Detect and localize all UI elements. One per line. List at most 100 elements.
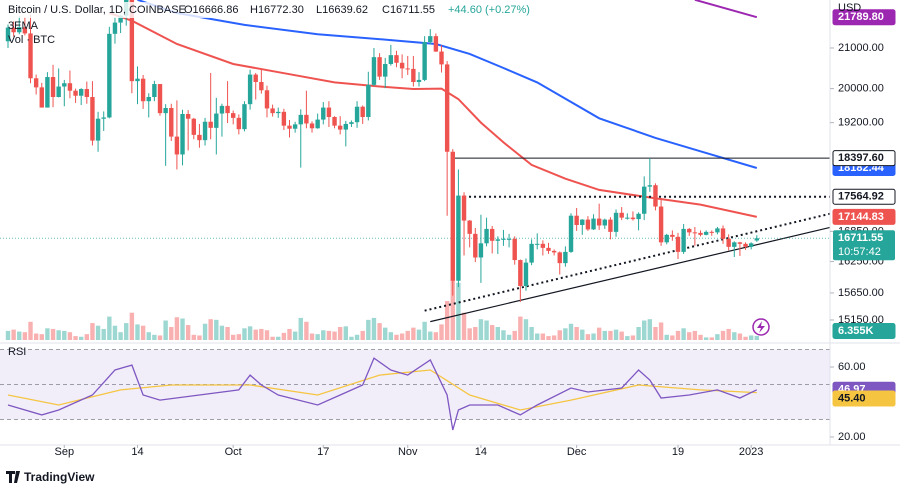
volume-bar xyxy=(737,333,743,340)
y-tick-label: 15150.00 xyxy=(838,314,884,326)
volume-bar xyxy=(264,330,270,340)
candle-body xyxy=(140,78,146,102)
volume-bar xyxy=(174,317,180,340)
candle-body xyxy=(428,36,433,43)
volume-bar xyxy=(135,324,140,340)
volume-bar xyxy=(461,312,467,340)
candle-body xyxy=(309,123,315,129)
volume-bar xyxy=(399,333,405,340)
candle-body xyxy=(692,232,698,234)
candle-body xyxy=(743,243,748,247)
candle-body xyxy=(489,228,495,241)
volume-bar xyxy=(754,335,760,340)
volume-bar xyxy=(242,328,247,340)
volume-bar xyxy=(664,334,669,340)
volume-bar xyxy=(146,332,151,340)
candle-body xyxy=(270,108,275,114)
low: L16639.62 xyxy=(316,4,368,16)
x-tick-label: 14 xyxy=(131,446,143,458)
volume-bar xyxy=(315,334,320,340)
candle-body xyxy=(439,51,444,65)
candle-body xyxy=(343,123,349,130)
volume-bar xyxy=(748,335,754,340)
volume-bar xyxy=(129,312,135,340)
candle-body xyxy=(5,27,11,42)
volume-bar xyxy=(185,325,191,340)
brand-name: TradingView xyxy=(24,470,95,484)
volume-bar xyxy=(439,324,444,340)
candle-body xyxy=(737,242,743,244)
candle-body xyxy=(163,108,168,114)
price-tag-label: 21789.80 xyxy=(838,11,884,23)
volume-bar xyxy=(698,334,703,340)
volume-bar xyxy=(84,334,90,340)
volume-bar xyxy=(535,333,540,340)
candle-body xyxy=(591,218,596,230)
candle-body xyxy=(563,251,568,264)
candle-body xyxy=(169,108,174,137)
candle-body xyxy=(33,78,39,88)
x-tick-label: 17 xyxy=(317,446,329,458)
volume-bar xyxy=(112,325,118,340)
candle-body xyxy=(321,107,326,120)
volume-bar xyxy=(107,316,112,340)
candle-body xyxy=(39,87,44,108)
candle-body xyxy=(523,262,529,287)
price-tag xyxy=(832,150,896,167)
price-tag-label: 45.40 xyxy=(838,392,866,404)
volume-bar xyxy=(67,332,73,340)
volume-bar xyxy=(585,334,591,340)
indicator-volume[interactable]: Vol · BTC xyxy=(8,34,55,46)
brand-logo xyxy=(6,471,20,483)
volume-bar xyxy=(287,328,292,340)
volume-bar xyxy=(169,327,174,340)
candle-body xyxy=(231,113,236,118)
volume-bar xyxy=(715,334,720,340)
volume-bar xyxy=(321,330,326,340)
candle-body xyxy=(315,119,320,129)
candle-body xyxy=(264,90,270,109)
price-tag-label: 6.355K xyxy=(838,325,874,337)
volume-bar xyxy=(332,331,337,340)
candle-body xyxy=(84,89,90,97)
volume-bar xyxy=(101,328,106,340)
volume-bar xyxy=(152,334,157,340)
candle-body xyxy=(467,220,472,234)
price-tag-label: 18397.60 xyxy=(838,152,884,164)
price-tag xyxy=(832,323,896,339)
volume-bar xyxy=(11,329,16,340)
candle-body xyxy=(512,238,517,261)
candle-body xyxy=(529,243,534,263)
rsi-title[interactable]: RSI xyxy=(8,346,26,358)
volume-bar xyxy=(630,335,636,340)
last-price-tag xyxy=(833,230,895,261)
volume-bar xyxy=(743,336,748,340)
candle-body xyxy=(580,219,585,225)
candle-body xyxy=(135,78,140,82)
indicator-ema[interactable]: 3EMA xyxy=(8,20,39,32)
volume-bar xyxy=(602,330,607,340)
volume-bar xyxy=(574,327,579,340)
candle-body xyxy=(287,125,292,129)
candle-body xyxy=(754,238,760,241)
price-tag xyxy=(832,208,896,225)
candle-body xyxy=(585,219,591,230)
volume-bar xyxy=(377,323,382,340)
volume-bar xyxy=(495,327,501,340)
volume-bar xyxy=(360,330,365,340)
candle-body xyxy=(219,105,225,114)
candle-body xyxy=(247,74,253,105)
volume-bar xyxy=(62,330,67,340)
volume-bar xyxy=(647,319,653,340)
candle-body xyxy=(664,234,669,243)
volume-bar xyxy=(551,335,557,340)
candle-body xyxy=(715,228,720,233)
volume-bar xyxy=(276,336,281,340)
rsi-tick-label: 20.00 xyxy=(838,431,866,443)
volume-bar xyxy=(489,325,495,340)
candle-body xyxy=(501,238,506,240)
volume-bar xyxy=(692,330,698,340)
candle-body xyxy=(276,111,281,114)
candle-body xyxy=(67,83,73,91)
